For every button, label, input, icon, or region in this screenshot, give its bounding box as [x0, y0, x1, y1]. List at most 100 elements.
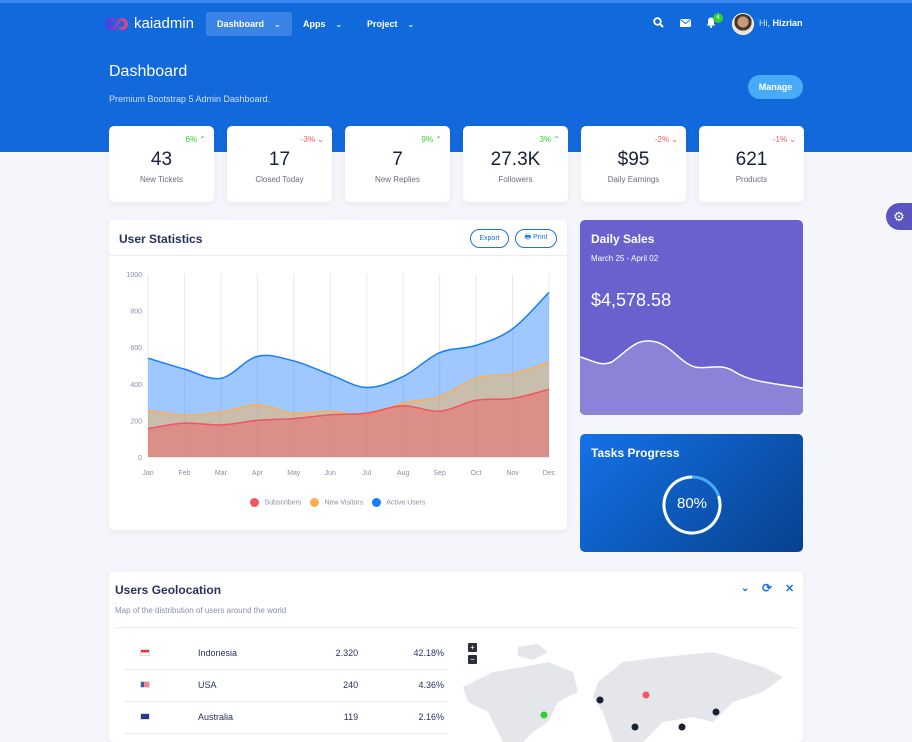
close-button[interactable]: ✕ — [785, 582, 794, 595]
change-value: -1% — [772, 135, 788, 144]
legend-item[interactable]: Subscribers — [250, 498, 301, 507]
change-value: 9% — [421, 135, 434, 144]
change-value: -2% — [654, 135, 670, 144]
daily-sales-card: Daily Sales March 25 - April 02 $4,578.5… — [580, 220, 803, 415]
stat-value: 43 — [150, 149, 173, 170]
x-tick-label: Sep — [433, 470, 446, 477]
collapse-button[interactable]: ⌄ — [741, 583, 749, 594]
x-tick-label: Dec — [543, 470, 556, 477]
nav-dashboard[interactable]: Dashboard ⌄ — [206, 12, 292, 36]
nav-label: Apps — [303, 19, 326, 29]
x-tick-label: Oct — [471, 470, 482, 477]
legend-label: Subscribers — [264, 499, 302, 507]
settings-gear-button[interactable]: ⚙ — [886, 203, 912, 230]
search-icon[interactable] — [653, 17, 664, 28]
geo-table: Indonesia 2.320 42.18% USA 240 4.36% Aus… — [125, 637, 448, 734]
manage-button[interactable]: Manage — [748, 75, 803, 99]
envelope-icon[interactable] — [680, 19, 691, 27]
stat-card[interactable]: 3% ⌃ 27.3K Followers — [463, 126, 568, 202]
stat-value: 27.3K — [490, 149, 541, 170]
refresh-icon: ⟳ — [762, 581, 773, 595]
stat-value: 7 — [392, 149, 403, 170]
series-area-active-users — [148, 292, 549, 457]
chevron-down-icon: ⌄ — [335, 19, 343, 29]
user-percent: 42.18% — [358, 637, 448, 670]
change-value: 6% — [185, 135, 198, 144]
world-map[interactable] — [463, 642, 803, 742]
users-geolocation-card: Users Geolocation Map of the distributio… — [109, 572, 803, 742]
divider — [115, 627, 797, 628]
series-area-new-visitors — [148, 361, 549, 457]
map-marker[interactable] — [712, 708, 720, 716]
legend-dot-icon — [372, 498, 382, 507]
map-marker[interactable] — [642, 691, 650, 699]
x-tick-label: Jan — [142, 470, 153, 477]
australia-flag-icon — [140, 713, 150, 720]
brand-name: kaiadmin — [134, 15, 195, 32]
user-count: 2.320 — [299, 637, 359, 670]
chevron-down-icon: ⌄ — [789, 135, 796, 144]
stat-card[interactable]: -3% ⌄ 17 Closed Today — [227, 126, 332, 202]
nav-project[interactable]: Project ⌄ — [356, 12, 425, 36]
divider — [109, 255, 567, 256]
stat-value: $95 — [617, 149, 650, 170]
y-tick-label: 0 — [138, 455, 142, 462]
map-marker[interactable] — [678, 723, 686, 731]
series-line-active-users — [147, 291, 550, 389]
close-icon: ✕ — [785, 583, 795, 595]
card-subtitle: Map of the distribution of users around … — [115, 606, 287, 615]
x-tick-label: Feb — [178, 470, 190, 477]
chevron-down-icon: ⌄ — [317, 135, 324, 144]
stat-change: -2% ⌄ — [655, 135, 678, 144]
legend-dot-icon — [310, 498, 320, 507]
map-marker[interactable] — [596, 696, 604, 704]
y-tick-label: 400 — [130, 382, 142, 389]
export-button[interactable]: Export — [470, 229, 509, 248]
stat-card[interactable]: -1% ⌄ 621 Products — [699, 126, 804, 202]
nav-apps[interactable]: Apps ⌄ — [292, 12, 353, 36]
map-zoom-in-button[interactable]: + — [468, 643, 477, 652]
table-row: Australia 119 2.16% — [125, 701, 448, 734]
progress-label: 80% — [676, 495, 708, 512]
x-tick-label: May — [287, 470, 301, 477]
card-title: Daily Sales — [591, 232, 655, 246]
stat-card[interactable]: 6% ⌃ 43 New Tickets — [109, 126, 214, 202]
map-marker[interactable] — [631, 723, 639, 731]
tasks-progress-card: Tasks Progress 80% — [580, 434, 803, 552]
chevron-up-icon: ⌃ — [199, 135, 206, 144]
stat-label: Followers — [498, 175, 533, 184]
user-greeting[interactable]: Hi, Hizrian — [759, 18, 803, 28]
card-title: User Statistics — [119, 232, 203, 246]
avatar[interactable] — [732, 13, 754, 35]
table-row: USA 240 4.36% — [125, 669, 448, 702]
map-zoom-out-button[interactable]: − — [468, 655, 477, 664]
refresh-button[interactable]: ⟳ — [762, 581, 772, 595]
sales-sparkline — [580, 340, 803, 415]
legend-label: Active Users — [386, 499, 426, 507]
y-tick-label: 600 — [130, 345, 142, 352]
user-name: Hizrian — [772, 18, 803, 28]
country-name: Australia — [198, 701, 300, 734]
legend-item[interactable]: New Visitors — [310, 498, 363, 507]
user-count: 119 — [299, 701, 359, 734]
stat-card[interactable]: 9% ⌃ 7 New Replies — [345, 126, 450, 202]
table-row: Indonesia 2.320 42.18% — [125, 637, 448, 670]
stat-card[interactable]: -2% ⌄ $95 Daily Earnings — [581, 126, 686, 202]
user-statistics-card: User Statistics Export 🖶 Print Jan Feb Mar… — [109, 220, 567, 530]
x-tick-label: Jul — [362, 470, 371, 477]
series-area-subscribers — [148, 389, 549, 457]
stat-change: -1% ⌄ — [773, 135, 796, 144]
x-tick-label: Nov — [506, 470, 519, 477]
chevron-up-icon: ⌃ — [435, 135, 442, 144]
legend-item[interactable]: Active Users — [372, 498, 426, 507]
kaiadmin-logo-icon — [106, 17, 128, 30]
brand-logo[interactable]: kaiadmin — [106, 15, 194, 32]
gear-icon: ⚙ — [893, 209, 905, 224]
greeting-text: Hi, — [759, 18, 770, 28]
stat-change: 9% ⌃ — [422, 135, 443, 144]
map-marker[interactable] — [540, 711, 548, 719]
print-button[interactable]: 🖶 Print — [515, 229, 557, 248]
legend-label: New Visitors — [324, 499, 364, 507]
y-tick-label: 1000 — [126, 272, 142, 279]
chart-legend: Subscribers New Visitors Active Users — [109, 498, 567, 507]
